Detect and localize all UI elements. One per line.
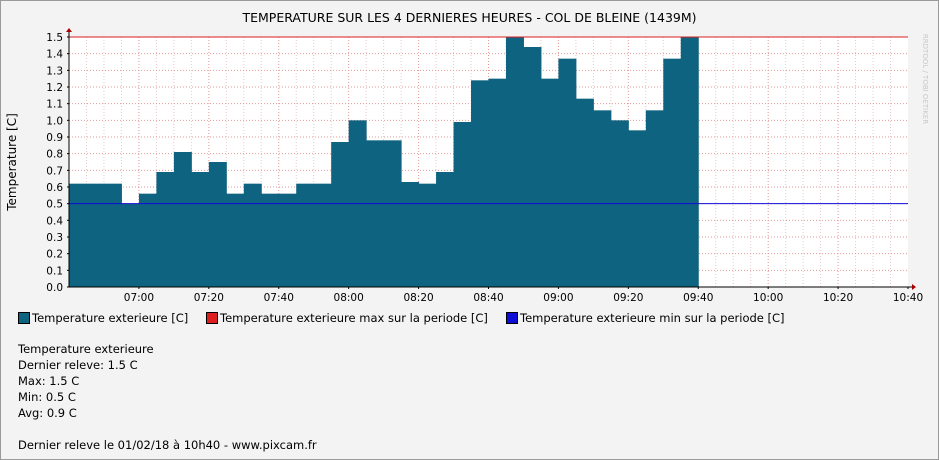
temperature-bar [226,193,245,287]
temperature-bar [523,47,542,287]
temperature-bar [401,182,420,287]
temperature-bar [488,78,507,288]
x-tick-label: 09:40 [683,292,713,301]
temperature-bar [383,140,402,287]
y-tick-label: 0.0 [46,282,63,294]
legend-swatch [206,312,218,324]
y-tick-labels: 0.0 0.1 0.2 0.3 0.4 0.5 0.6 0.7 0.8 0.9 1.0 1.1 1.2 1… [46,32,63,294]
legend-swatch [506,312,518,324]
legend-label: Temperature exterieure max sur la period… [220,311,488,325]
temperature-bar [138,193,157,287]
x-tick-label: 09:00 [543,292,573,301]
temperature-bar [208,162,227,287]
temperature-bar [418,183,437,287]
x-tick-label: 09:20 [613,292,643,301]
x-tick-label: 08:00 [334,292,364,301]
y-tick-label: 1.2 [46,82,63,94]
temperature-bar [243,183,262,287]
y-tick-label: 0.8 [46,149,63,161]
y-tick-label: 1.1 [46,99,63,111]
x-tick-labels: 07:00 07:20 07:40 08:00 08:20 08:40 09:00 09:20… [124,292,923,301]
y-tick-label: 1.5 [46,32,63,44]
x-tick-label: 07:20 [194,292,224,301]
temperature-bar [645,110,664,287]
temperature-bar [680,37,699,287]
y-tick-label: 0.5 [46,199,63,211]
rrdtool-watermark: RRDTOOL / TOBI OETIKER [921,34,929,124]
chart-title: TEMPERATURE SUR LES 4 DERNIERES HEURES -… [242,10,697,25]
info-max: Max: 1.5 C [18,374,80,388]
legend-label: Temperature exterieure min sur la period… [520,311,785,325]
temperature-bar [69,183,87,287]
y-tick-label: 1.0 [46,115,63,127]
temperature-bar [296,183,315,287]
temperature-bar [558,58,577,287]
temperature-area [69,37,699,288]
info-heading: Temperature exterieure [18,342,154,356]
axes [66,28,916,290]
x-tick-label: 10:40 [893,292,923,301]
x-tick-label: 07:40 [264,292,294,301]
temperature-bar [628,130,647,287]
temperature-bar [121,203,140,287]
x-axis-arrow [912,284,916,290]
y-tick-label: 0.1 [46,265,63,277]
y-tick-label: 0.3 [46,232,63,244]
x-tick-label: 08:40 [473,292,503,301]
temperature-bar [86,183,105,287]
y-tick-label: 0.4 [46,215,63,227]
y-tick-label: 0.9 [46,132,63,144]
legend-swatch [18,312,30,324]
y-tick-label: 1.4 [46,49,63,61]
info-block: Temperature exterieure Dernier releve: 1… [18,341,317,453]
temperature-bar [156,172,175,287]
temperature-bar [471,80,489,287]
temperature-bar [436,172,455,287]
temperature-bar [173,152,192,287]
x-tick-label: 08:20 [403,292,433,301]
legend-label: Temperature exterieure [C] [32,311,189,325]
temperature-bar [366,140,385,287]
info-last-reading: Dernier releve: 1.5 C [18,358,138,372]
x-tick-label: 10:00 [753,292,783,301]
temperature-bar [593,110,612,287]
temperature-bar [663,58,682,287]
chart-plot: 0.0 0.1 0.2 0.3 0.4 0.5 0.6 0.7 0.8 0.9 1.0 1.1 1.2 1… [5,28,929,301]
y-axis-arrow [66,28,72,32]
y-tick-label: 0.2 [46,249,63,261]
temperature-bar [261,193,280,287]
temperature-bar [103,183,122,287]
y-tick-label: 0.7 [46,165,63,177]
temperature-bar [278,193,297,287]
y-axis-label: Temperature [C] [5,113,19,212]
y-tick-label: 0.6 [46,182,63,194]
temperature-bar [540,78,559,288]
reference-lines [69,36,908,205]
temperature-bar [453,122,472,287]
temperature-bar [191,172,210,287]
x-tick-label: 10:20 [823,292,853,301]
temperature-bar [313,183,332,287]
temperature-bar [575,98,594,288]
temperature-bar [331,142,350,287]
temperature-bar [505,37,524,287]
info-footer: Dernier releve le 01/02/18 à 10h40 - www… [18,438,317,452]
x-tick-label: 07:00 [124,292,154,301]
info-avg: Avg: 0.9 C [18,406,77,420]
info-min: Min: 0.5 C [18,390,76,404]
y-tick-label: 1.3 [46,65,63,77]
